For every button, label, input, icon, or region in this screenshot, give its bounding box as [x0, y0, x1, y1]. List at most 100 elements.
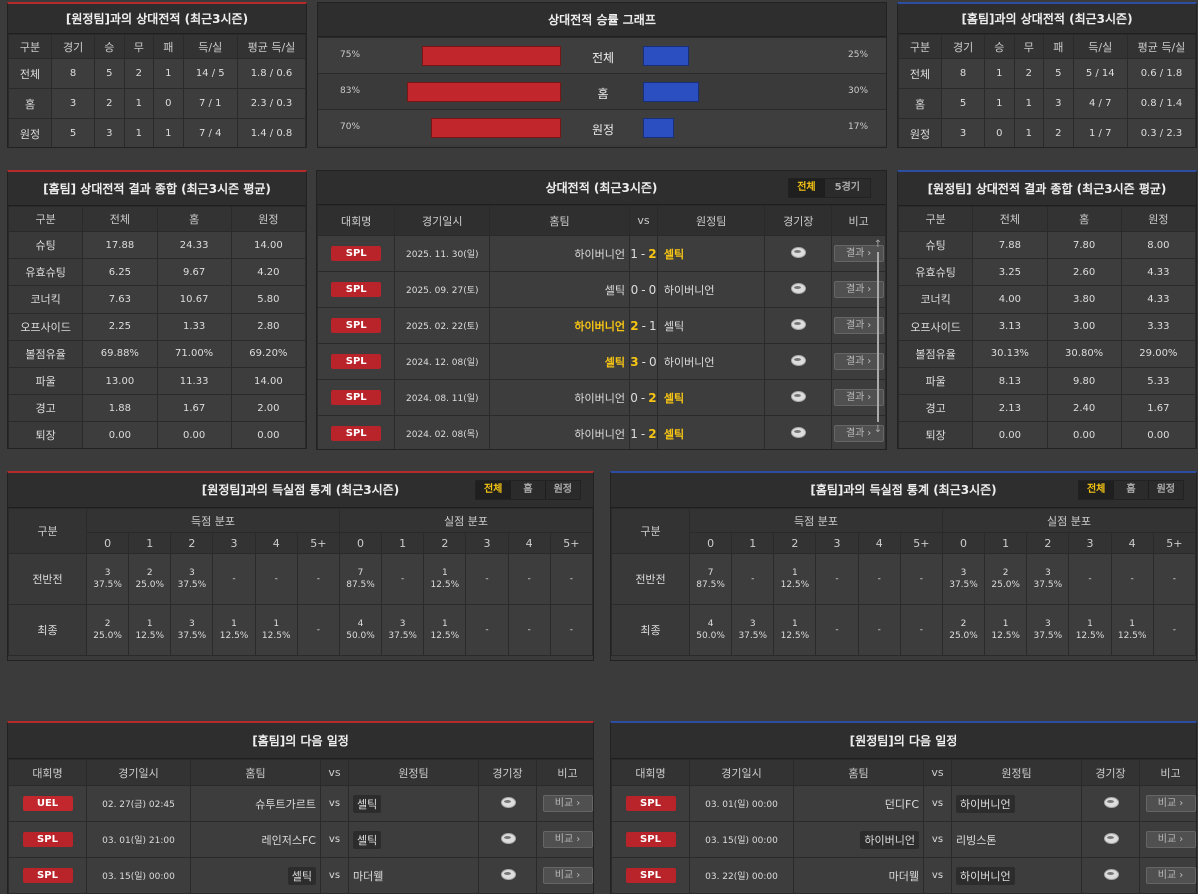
venue-cell[interactable] [1081, 821, 1140, 858]
tab-all[interactable]: 전체 [1078, 481, 1115, 499]
match-row[interactable]: SPL 2025. 02. 22(토) 하이버니언 2-1 셀틱 결과 › [317, 307, 886, 344]
venue-cell[interactable] [478, 821, 537, 858]
tab-5games[interactable]: 5경기 [834, 182, 860, 193]
stadium-icon[interactable] [500, 831, 516, 845]
schedule-row[interactable]: SPL 03. 01(일) 21:00 레인저스FC vs 셀틱 비교 › [8, 821, 593, 858]
scroll-up-icon[interactable]: ↑ [873, 239, 883, 250]
scrollbar[interactable]: ↑ ↓ [873, 239, 883, 449]
cell: 69.88% [82, 339, 158, 368]
cell: 3 [51, 88, 96, 119]
stadium-icon[interactable] [790, 317, 807, 331]
away-team: 셀틱 [656, 379, 766, 416]
match-row[interactable]: SPL 2024. 08. 11(일) 하이버니언 0-2 셀틱 결과 › [317, 379, 886, 416]
count: - [401, 574, 405, 584]
result-label[interactable]: 결과 [845, 356, 865, 367]
h2h-away-table: 구분 경기 승 무 패 득/실 평균 득/실 전체 8 5 2 1 14 / 5 1.8 / 0.6 홈 3 2… [8, 34, 306, 147]
compare-button[interactable]: 비교 › [1145, 867, 1196, 884]
scroll-thumb[interactable] [877, 252, 879, 422]
schedule-row[interactable]: SPL 03. 22(일) 00:00 마더웰 vs 하이버니언 비교 › [611, 857, 1196, 894]
home-team-cell: 레인저스FC [190, 821, 321, 858]
venue-cell[interactable] [764, 271, 833, 308]
competition-badge: SPL [331, 390, 382, 405]
venue-cell[interactable] [1081, 857, 1140, 894]
stadium-icon[interactable] [790, 281, 807, 295]
goal-count-header: 4 [507, 532, 551, 554]
compare-label[interactable]: 비교 [554, 798, 574, 809]
result-button[interactable]: 결과 › [833, 317, 884, 334]
score-sep: - [641, 318, 646, 333]
venue-cell[interactable] [478, 857, 537, 894]
stadium-icon[interactable] [1103, 867, 1119, 881]
table-row: 원정 3 0 1 2 1 / 7 0.3 / 2.3 [898, 118, 1196, 147]
goal-cell: 2 25.0% [984, 553, 1028, 605]
tab-all[interactable]: 전체 [475, 481, 512, 499]
result-label[interactable]: 결과 [845, 392, 865, 403]
venue-cell[interactable] [478, 785, 537, 822]
tab-home[interactable]: 홈 [1114, 481, 1149, 499]
schedule-row[interactable]: SPL 03. 15(일) 00:00 하이버니언 vs 리빙스톤 비교 › [611, 821, 1196, 858]
match-row[interactable]: SPL 2025. 11. 30(일) 하이버니언 1-2 셀틱 결과 › [317, 235, 886, 272]
venue-cell[interactable] [764, 415, 833, 449]
stadium-icon[interactable] [1103, 795, 1119, 809]
graph-row-label: 전체 [591, 51, 615, 65]
venue-cell[interactable] [764, 307, 833, 344]
table-row: 경고 1.88 1.67 2.00 [8, 394, 306, 423]
schedule-row[interactable]: SPL 03. 01(일) 00:00 던디FC vs 하이버니언 비교 › [611, 785, 1196, 822]
match-row[interactable]: SPL 2025. 09. 27(토) 셀틱 0-0 하이버니언 결과 › [317, 271, 886, 308]
result-label[interactable]: 결과 [845, 428, 865, 439]
h2h-home-title: [홈팀]과의 상대전적 (최근3시즌) [898, 4, 1196, 34]
away-team-cell: 하이버니언 [951, 857, 1082, 894]
result-button[interactable]: 결과 › [833, 281, 884, 298]
compare-label[interactable]: 비교 [554, 870, 574, 881]
result-label[interactable]: 결과 [845, 248, 865, 259]
venue-cell[interactable] [764, 235, 833, 272]
table-row: 볼점유율 30.13% 30.80% 29.00% [898, 339, 1196, 368]
stadium-icon[interactable] [500, 867, 516, 881]
compare-button[interactable]: 비교 › [1145, 831, 1196, 848]
venue-cell[interactable] [764, 379, 833, 416]
result-button[interactable]: 결과 › [833, 245, 884, 262]
result-button[interactable]: 결과 › [833, 425, 884, 442]
cell: 1 [123, 88, 155, 119]
stadium-icon[interactable] [790, 353, 807, 367]
row-label: 볼점유율 [8, 339, 84, 368]
stadium-icon[interactable] [1103, 831, 1119, 845]
compare-label[interactable]: 비교 [1157, 834, 1177, 845]
stadium-icon[interactable] [500, 795, 516, 809]
schedule-row[interactable]: SPL 03. 15(일) 00:00 셀틱 vs 마더웰 비교 › [8, 857, 593, 894]
compare-button[interactable]: 비교 › [1145, 795, 1196, 812]
table-row: 전체 8 1 2 5 5 / 14 0.6 / 1.8 [898, 58, 1196, 89]
col-header: vs [320, 759, 349, 786]
count: - [877, 625, 881, 635]
stadium-icon[interactable] [790, 389, 807, 403]
tab-home[interactable]: 홈 [511, 481, 546, 499]
cell: 0.00 [156, 421, 232, 448]
result-button[interactable]: 결과 › [833, 353, 884, 370]
home-team: 던디FC [884, 797, 919, 811]
venue-cell[interactable] [764, 343, 833, 380]
compare-button[interactable]: 비교 › [542, 867, 593, 884]
compare-button[interactable]: 비교 › [542, 795, 593, 812]
table-row: 코너킥 4.00 3.80 4.33 [898, 285, 1196, 314]
tab-all[interactable]: 전체 [789, 179, 825, 197]
compare-button[interactable]: 비교 › [542, 831, 593, 848]
cell: 2 [1013, 58, 1045, 89]
compare-label[interactable]: 비교 [1157, 870, 1177, 881]
schedule-row[interactable]: UEL 02. 27(금) 02:45 슈투트가르트 vs 셀틱 비교 › [8, 785, 593, 822]
count: - [919, 625, 923, 635]
compare-label[interactable]: 비교 [1157, 798, 1177, 809]
result-label[interactable]: 결과 [845, 320, 865, 331]
venue-cell[interactable] [1081, 785, 1140, 822]
scroll-down-icon[interactable]: ↓ [873, 424, 883, 435]
stadium-icon[interactable] [790, 425, 807, 439]
match-row[interactable]: SPL 2024. 12. 08(일) 셀틱 3-0 하이버니언 결과 › [317, 343, 886, 380]
tab-away[interactable]: 원정 [1156, 484, 1175, 495]
stadium-icon[interactable] [790, 245, 807, 259]
result-button[interactable]: 결과 › [833, 389, 884, 406]
compare-label[interactable]: 비교 [554, 834, 574, 845]
match-row[interactable]: SPL 2024. 02. 08(목) 하이버니언 1-2 셀틱 결과 › [317, 415, 886, 449]
goals-row: 최종 4 50.0% 3 37.5% 1 12.5% - - - 2 25.0% 1 12.5% 3 37.5… [611, 604, 1196, 656]
tab-away[interactable]: 원정 [553, 484, 572, 495]
result-label[interactable]: 결과 [845, 284, 865, 295]
goals-away-table: 구분 득점 분포 실점 분포 0 1 2 3 4 5+ 0 1 2 3 4 5+ 전반전 3 37.5% 2 25.0… [8, 508, 593, 656]
